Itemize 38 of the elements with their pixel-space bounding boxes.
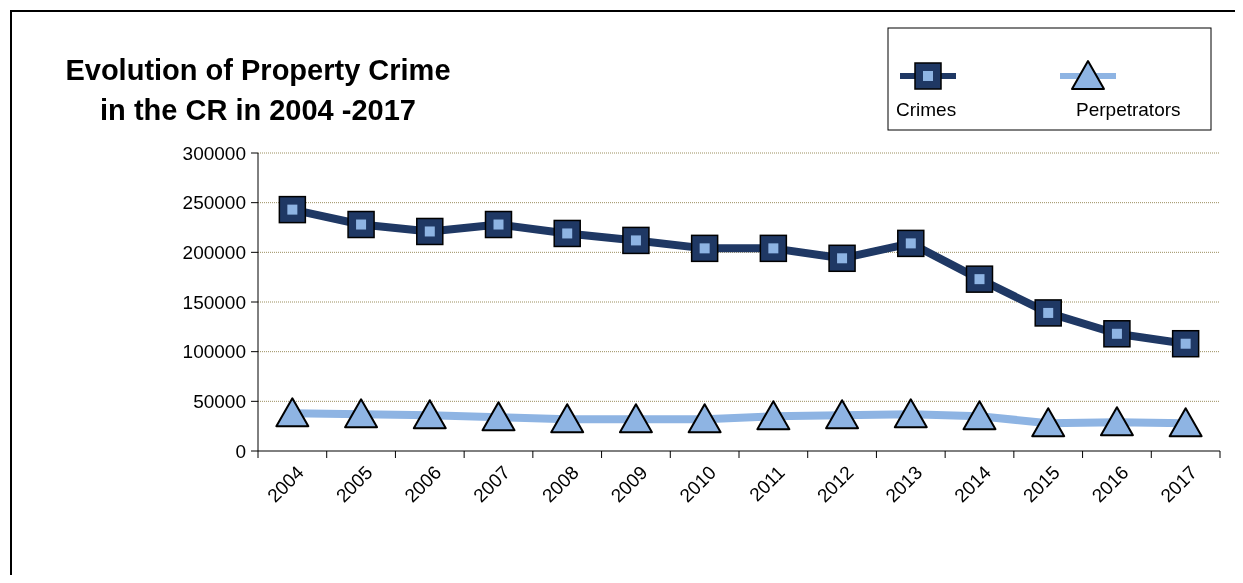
point	[1103, 320, 1131, 348]
y-tick-label: 300000	[182, 142, 246, 164]
point	[897, 229, 925, 258]
point	[481, 401, 516, 432]
legend-label: Crimes	[896, 99, 957, 120]
point	[618, 403, 653, 434]
point	[1171, 329, 1200, 358]
y-tick-label: 250000	[182, 192, 246, 214]
point	[965, 265, 994, 293]
y-tick-label: 200000	[182, 241, 246, 263]
point	[347, 210, 375, 239]
y-tick-label: 150000	[182, 291, 246, 313]
point	[278, 195, 307, 224]
point	[828, 244, 856, 273]
point	[484, 210, 513, 239]
y-tick-label: 100000	[182, 341, 246, 363]
point	[275, 397, 310, 428]
point	[690, 234, 719, 263]
point	[622, 226, 650, 255]
point	[893, 398, 928, 429]
chart-title: Evolution of Property Crime in the CR in 2004 -2017	[65, 54, 451, 126]
point	[412, 399, 447, 430]
point	[416, 217, 444, 246]
point	[344, 398, 379, 429]
point	[1099, 406, 1134, 437]
point	[756, 400, 791, 431]
point	[1031, 407, 1066, 438]
point	[1034, 299, 1062, 327]
point	[553, 219, 581, 248]
legend-label: Perpetrators	[1076, 99, 1181, 120]
point	[687, 403, 722, 434]
y-tick-label: 50000	[193, 390, 246, 412]
point	[825, 399, 860, 430]
point	[759, 234, 788, 263]
point	[550, 403, 585, 434]
point	[962, 400, 997, 431]
point	[1168, 407, 1203, 438]
y-tick-label: 0	[235, 440, 246, 462]
